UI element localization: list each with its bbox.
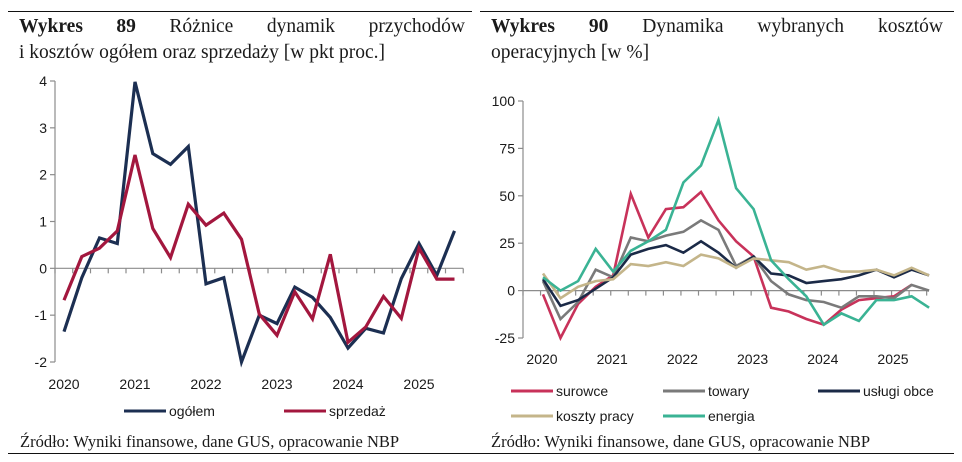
x-tick-label: 2022 <box>667 351 698 367</box>
chart-title-line2: operacyjnych [w %] <box>491 42 650 63</box>
y-tick-label: 75 <box>499 140 515 156</box>
chart-title-word: Dynamika <box>642 16 724 37</box>
y-tick-label: 50 <box>499 188 515 204</box>
y-tick-label: -25 <box>495 330 515 346</box>
x-tick-label: 2025 <box>403 376 434 392</box>
x-tick-label: 2023 <box>261 376 292 392</box>
legend-label: surowce <box>556 383 608 399</box>
chart-title-number: 90 <box>588 16 609 37</box>
x-tick-label: 2025 <box>877 351 908 367</box>
bottom-rule <box>480 453 954 454</box>
chart-title-word: przychodów <box>368 16 465 37</box>
y-tick-label: 3 <box>39 120 47 136</box>
y-tick-label: 4 <box>39 73 47 89</box>
line-chart-right: -25 0 25 50 75 100 2020 2021 2022 2023 2024 2025 sur… <box>492 93 934 424</box>
line-chart-left: -2 -1 0 1 2 3 4 2020 2021 2022 2023 2024 2025 ogółem s… <box>35 73 464 419</box>
chart-title: Wykres 89 Różnice dynamik przychodów i k… <box>19 14 465 66</box>
chart-title-label: Wykres <box>19 16 83 37</box>
legend-label: koszty pracy <box>556 408 634 424</box>
chart-title-word: Różnice <box>169 16 234 37</box>
chart-panel-89: Wykres 89 Różnice dynamik przychodów i k… <box>0 0 480 462</box>
legend-label: energia <box>708 408 755 424</box>
chart-title-word: kosztów <box>877 16 943 37</box>
series-line-towary <box>541 218 930 322</box>
chart-title-label: Wykres <box>491 16 555 37</box>
series-line-koszty-pracy <box>541 253 930 300</box>
series-line-sprzedaż <box>62 154 455 346</box>
source-note: Źródło: Wyniki finansowe, dane GUS, opra… <box>20 432 400 451</box>
x-tick-label: 2020 <box>48 376 79 392</box>
chart-title: Wykres 90 Dynamika wybranych kosztów ope… <box>491 14 943 66</box>
x-tick-label: 2024 <box>332 376 363 392</box>
chart-title-number: 89 <box>116 16 136 37</box>
chart-title-word: wybranych <box>757 16 845 37</box>
series-line-energia <box>542 115 930 327</box>
x-tick-label: 2024 <box>807 351 838 367</box>
legend-label: towary <box>708 383 749 399</box>
top-rule <box>8 11 472 12</box>
series-line-surowce <box>541 189 913 342</box>
legend-label: sprzedaż <box>329 403 386 419</box>
y-tick-label: 0 <box>507 283 515 299</box>
bottom-rule <box>8 453 480 454</box>
chart-panel-90: Wykres 90 Dynamika wybranych kosztów ope… <box>480 0 962 462</box>
chart-title-word: dynamik <box>266 16 336 37</box>
y-tick-label: 25 <box>499 235 515 251</box>
y-tick-label: 2 <box>39 167 47 183</box>
legend-label: ogółem <box>169 403 215 419</box>
y-tick-label: 0 <box>39 260 47 276</box>
x-tick-label: 2020 <box>526 351 557 367</box>
y-tick-label: -1 <box>35 307 48 323</box>
y-tick-label: -2 <box>35 354 48 370</box>
x-tick-label: 2021 <box>597 351 628 367</box>
legend-label: usługi obce <box>863 383 934 399</box>
x-tick-label: 2023 <box>737 351 768 367</box>
source-note: Źródło: Wyniki finansowe, dane GUS, opra… <box>491 432 871 451</box>
x-tick-label: 2022 <box>190 376 221 392</box>
x-tick-label: 2021 <box>119 376 150 392</box>
y-tick-label: 100 <box>492 93 516 109</box>
series-line-ogółem <box>62 81 456 368</box>
top-rule <box>480 11 954 12</box>
chart-title-line2: i kosztów ogółem oraz sprzedaży [w pkt p… <box>19 42 386 63</box>
y-tick-label: 1 <box>39 214 47 230</box>
